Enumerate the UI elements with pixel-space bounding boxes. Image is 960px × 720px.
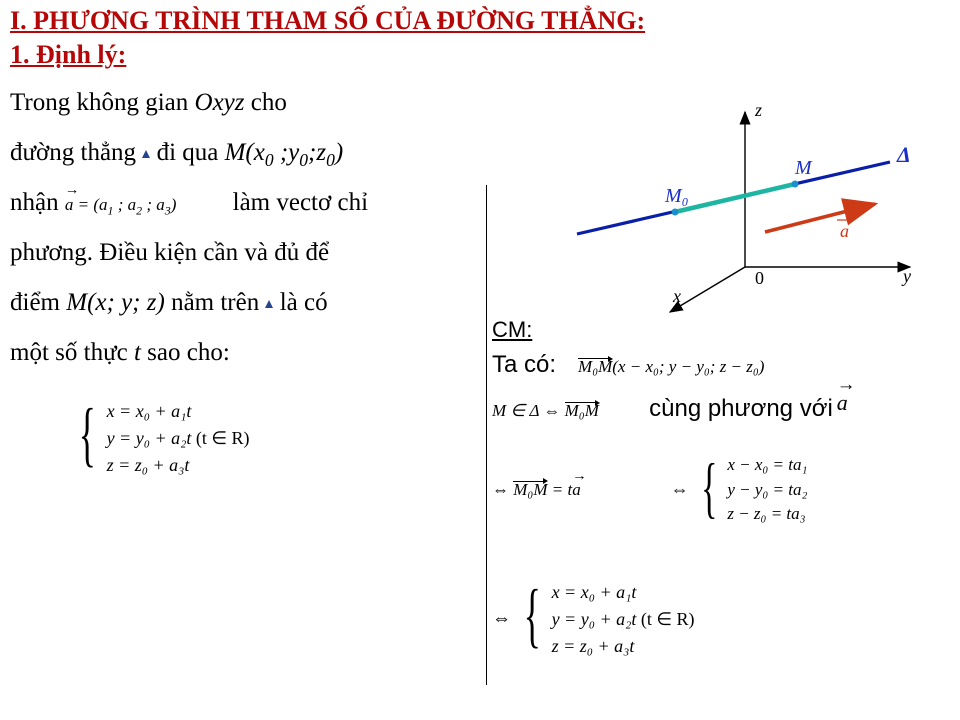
section-title: I. PHƯƠNG TRÌNH THAM SỐ CỦA ĐƯỜNG THẲNG: bbox=[0, 0, 960, 36]
origin-label: 0 bbox=[755, 268, 764, 288]
m0m-vector-expr: M₀M(x − x₀; y − y₀; z − z₀) bbox=[578, 357, 764, 376]
y-axis-label: y bbox=[901, 266, 911, 286]
coord-diagram: z y x 0 M M₀ Δ a bbox=[565, 102, 935, 317]
iff-m0m-ta: ⇔ M₀M = ta bbox=[492, 480, 581, 500]
proof-label: CM: bbox=[492, 317, 952, 343]
theorem-text: Trong không gian Oxyz cho đường thẳng đi… bbox=[10, 78, 472, 378]
column-divider bbox=[486, 185, 487, 685]
M-label: M bbox=[794, 157, 813, 179]
content: Trong không gian Oxyz cho đường thẳng đi… bbox=[0, 70, 960, 479]
left-column: Trong không gian Oxyz cho đường thẳng đi… bbox=[0, 70, 480, 479]
m-in-delta: M ∈ Δ ⇔ M₀M bbox=[492, 401, 603, 420]
z-axis-label: z bbox=[754, 102, 762, 120]
taco-label: Ta có: bbox=[492, 351, 556, 378]
delta-label: Δ bbox=[896, 142, 911, 167]
M0-label: M₀ bbox=[664, 185, 689, 207]
theorem-subtitle: 1. Định lý: bbox=[0, 36, 960, 70]
x-axis-label: x bbox=[672, 286, 681, 306]
system-3-row: ⇔ { x = x₀ + a₁t y = y₀ + a₂t (t ∈ R) z … bbox=[492, 579, 952, 660]
iff-symbol-2: ⇔ bbox=[671, 479, 689, 500]
vector-a-label: a bbox=[837, 390, 848, 416]
parametric-system-left: { x = x₀ + a₁t y = y₀ + a₂t (t ∈ R) z = … bbox=[70, 398, 472, 479]
system-2: { x − x₀ = ta₁ y − y₀ = ta₂ z − z₀ = ta₃ bbox=[693, 453, 808, 527]
iff-symbol-3: ⇔ bbox=[492, 608, 511, 630]
cung-phuong-label: cùng phương với bbox=[649, 395, 833, 422]
a-vec-label: a bbox=[840, 221, 849, 241]
